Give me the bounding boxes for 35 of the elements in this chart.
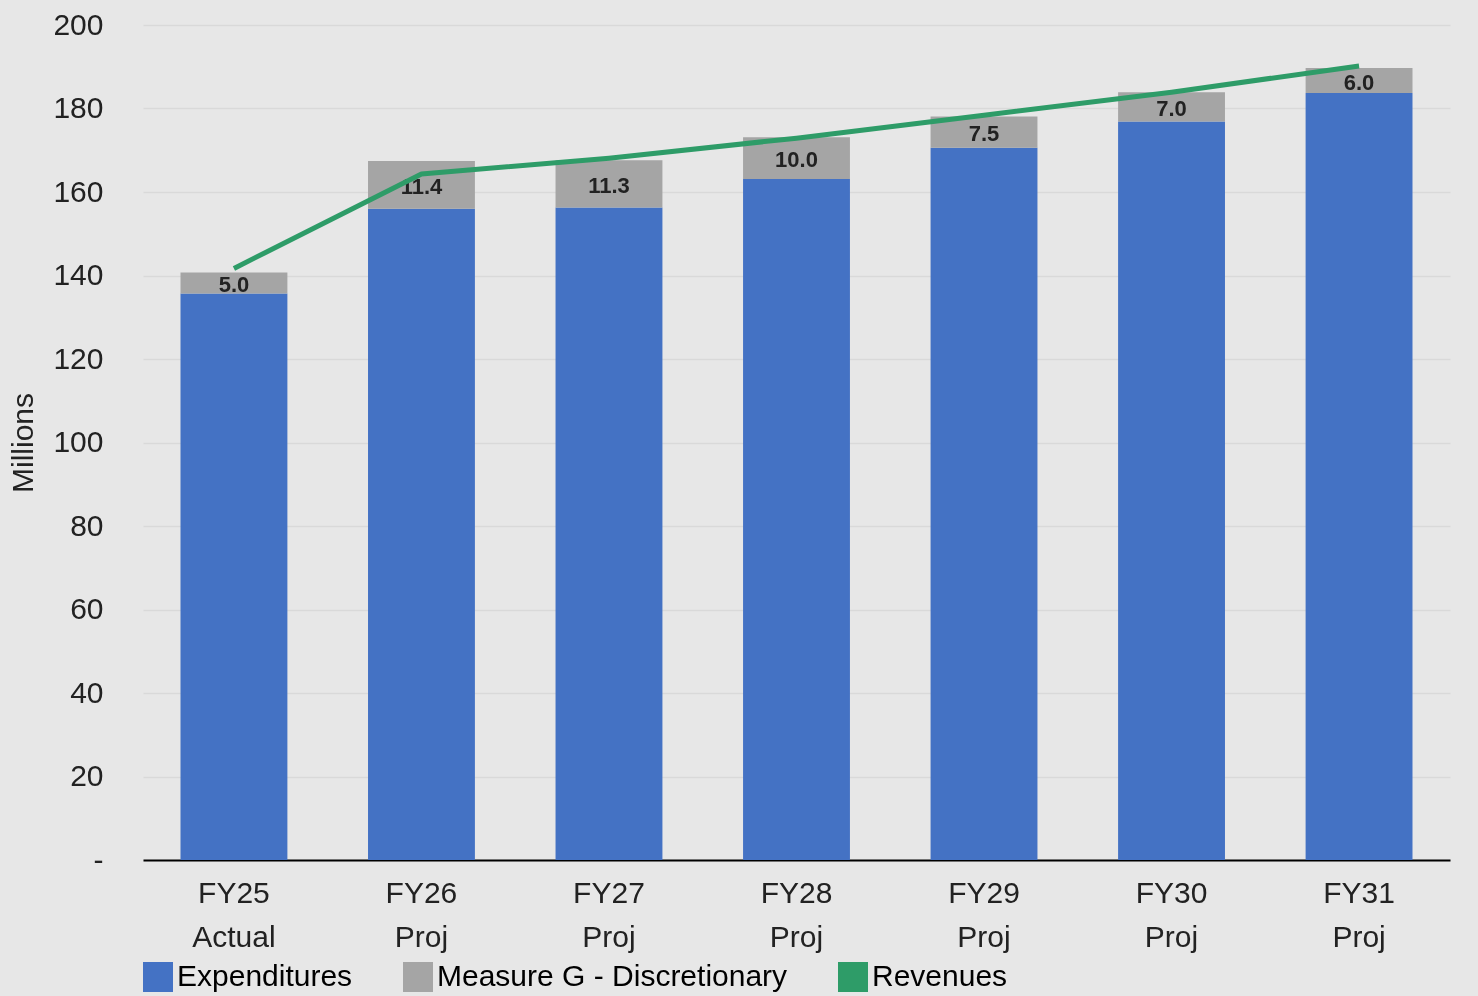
data-label: 5.0 [218,272,250,298]
bar [1305,93,1413,860]
y-tick-label: 200 [53,7,104,41]
y-tick-label: 180 [53,91,104,124]
legend-label: Revenues [872,959,1008,992]
data-label: 10.0 [775,147,818,173]
x-tick-label: FY26 Proj [385,875,458,953]
data-label: 7.5 [968,121,1000,147]
legend-label: Measure G - Discretionary [437,959,788,992]
y-tick-label: 80 [70,508,104,542]
y-tick-label: 100 [53,425,104,458]
legend-label: Expenditures [177,959,353,992]
y-tick-label: 140 [53,258,104,291]
y-tick-label: 60 [70,592,104,625]
y-tick-label: 40 [70,675,104,709]
bar [555,207,663,860]
y-axis-title: Millions [6,392,40,494]
bar [368,208,475,860]
y-tick-label: 120 [53,341,104,375]
data-label: 6.0 [1343,69,1375,95]
x-tick-label: FY28 Proj [760,875,833,953]
x-tick-label: FY27 Proj [573,875,645,953]
data-label: 7.0 [1156,95,1187,121]
x-tick-label: FY25 Actual [192,875,276,953]
y-tick-label: 20 [70,759,104,792]
bar [180,293,288,860]
x-tick-label: FY31 Proj [1323,875,1395,953]
bar [743,179,850,860]
y-tick-label: - [93,842,104,876]
bar [1118,121,1225,860]
x-tick-label: FY29 Proj [948,875,1020,953]
x-tick-label: FY30 Proj [1135,875,1208,953]
y-tick-label: 160 [53,174,104,208]
bar [930,147,1038,860]
data-label: 11.3 [588,172,630,198]
